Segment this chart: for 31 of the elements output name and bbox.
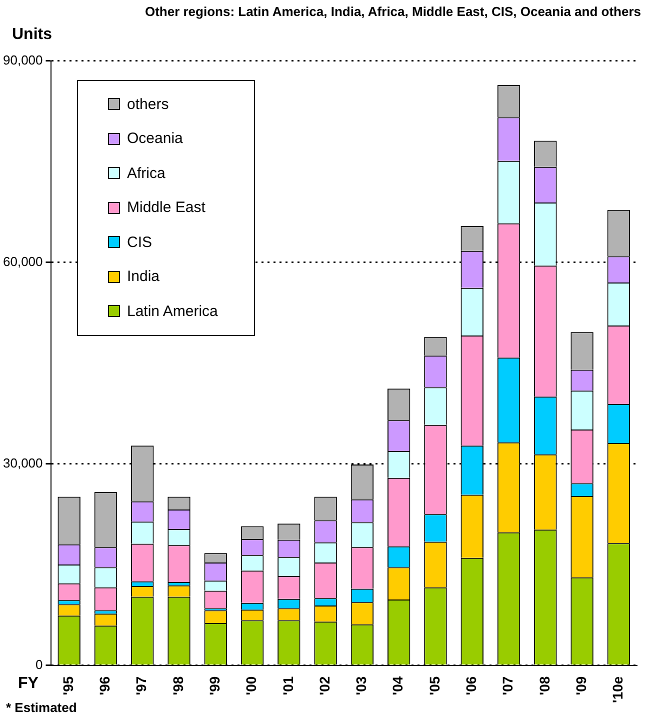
x-tick-label: '02 xyxy=(316,676,332,696)
x-tick-label: '01 xyxy=(280,676,296,696)
x-tick-label: '00 xyxy=(243,676,260,696)
x-tick-label: '05 xyxy=(426,676,442,696)
x-tick-label: '97 xyxy=(133,676,150,696)
legend-label: India xyxy=(127,268,160,286)
legend-label: others xyxy=(127,96,169,113)
legend-label: Latin America xyxy=(127,302,218,320)
x-tick-label: '98 xyxy=(170,676,186,696)
x-tick-label: '03 xyxy=(353,676,370,696)
x-axis-title: FY xyxy=(18,675,38,693)
x-tick-label: '96 xyxy=(96,676,113,696)
y-tick-label: 90,000 xyxy=(2,52,43,68)
x-tick-label: '95 xyxy=(60,676,76,696)
x-tick-label: '04 xyxy=(390,676,406,696)
legend-label: Oceania xyxy=(127,130,183,148)
text: * Estimated xyxy=(6,700,77,715)
x-tick-label: '10e xyxy=(610,676,626,703)
y-tick-label: 30,000 xyxy=(2,455,43,470)
x-tick-label: '06 xyxy=(462,676,479,696)
legend-label: CIS xyxy=(127,234,152,251)
x-tick-label: '09 xyxy=(572,676,589,696)
legend-label: Middle East xyxy=(127,199,206,216)
x-tick-label: '08 xyxy=(536,676,552,696)
y-axis-title: Units xyxy=(12,26,52,44)
chart-subtitle: Other regions: Latin America, India, Africa, Middle East, CIS, Oceania and others xyxy=(144,4,641,19)
x-tick-label: '99 xyxy=(206,676,222,696)
y-tick-label: 60,000 xyxy=(2,254,43,269)
x-tick-label: '07 xyxy=(500,676,516,696)
y-tick-label: 0 xyxy=(36,656,43,672)
legend-label: Africa xyxy=(127,164,166,182)
